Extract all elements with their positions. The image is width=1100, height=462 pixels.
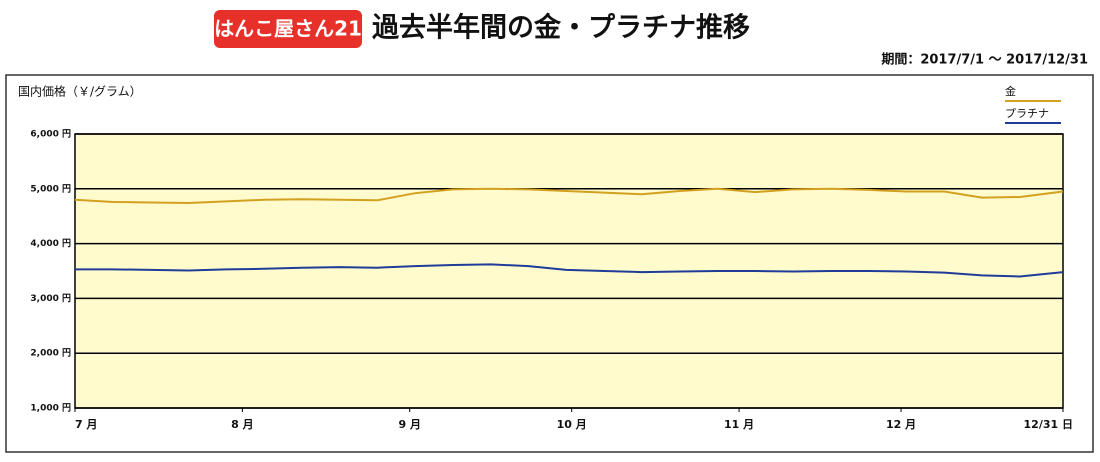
y-tick-label: 2,000 円 — [30, 348, 71, 359]
y-axis-label: 国内価格（￥/グラム） — [18, 84, 142, 99]
chart-subtitle: 期間：2017/7/1 〜 2017/12/31 — [881, 53, 1088, 68]
x-tick-label: 9 月 — [398, 418, 420, 431]
y-tick-label: 1,000 円 — [30, 403, 71, 414]
y-tick-label: 6,000 円 — [30, 129, 71, 140]
y-tick-label: 5,000 円 — [30, 183, 71, 194]
logo: はんこ屋さん21 — [214, 17, 362, 41]
x-tick-label: 12/31 日 — [1024, 418, 1073, 431]
x-tick-label: 8 月 — [231, 418, 253, 431]
x-tick-label: 12 月 — [886, 418, 916, 431]
x-tick-label: 11 月 — [724, 418, 754, 431]
chart-title: 過去半年間の金・プラチナ推移 — [372, 12, 750, 44]
line — [75, 263, 1064, 278]
x-tick-label: 7 月 — [75, 418, 97, 431]
frame — [5, 74, 1094, 453]
logo-box — [214, 10, 362, 48]
line — [74, 187, 1064, 205]
legend-label: プラチナ — [1005, 107, 1049, 120]
y-tick-label: 3,000 円 — [30, 293, 71, 304]
legend-label: 金 — [1005, 84, 1016, 98]
y-tick-label: 4,000 円 — [30, 238, 71, 249]
x-tick-label: 10 月 — [557, 418, 587, 431]
